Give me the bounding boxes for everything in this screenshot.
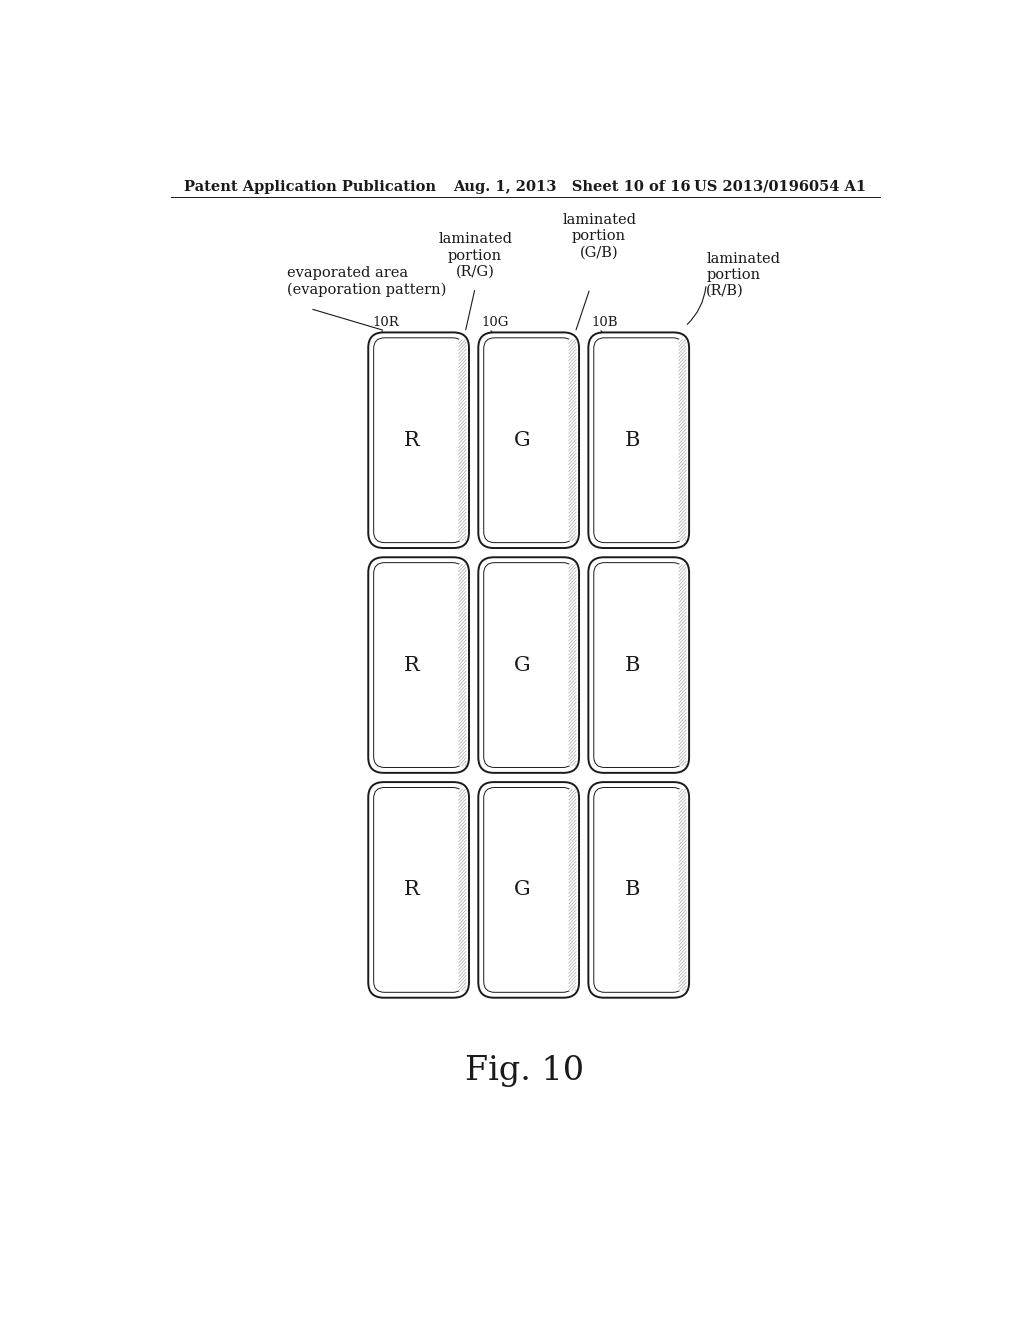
Text: B: B	[625, 880, 640, 899]
Text: G: G	[514, 430, 530, 450]
Bar	[679, 339, 686, 541]
Text: R: R	[404, 656, 420, 675]
Text: R: R	[404, 880, 420, 899]
FancyBboxPatch shape	[483, 788, 573, 993]
Text: Fig. 10: Fig. 10	[465, 1055, 585, 1086]
Bar	[679, 789, 686, 991]
FancyBboxPatch shape	[374, 562, 464, 767]
Text: evaporated area
(evaporation pattern): evaporated area (evaporation pattern)	[287, 267, 446, 297]
Bar	[459, 564, 466, 766]
Text: G: G	[514, 656, 530, 675]
FancyBboxPatch shape	[369, 333, 469, 548]
FancyBboxPatch shape	[589, 781, 689, 998]
FancyBboxPatch shape	[594, 338, 684, 543]
FancyBboxPatch shape	[478, 781, 579, 998]
Text: 10B: 10B	[592, 315, 617, 329]
Text: Patent Application Publication: Patent Application Publication	[183, 180, 436, 194]
Text: laminated
portion
(G/B): laminated portion (G/B)	[562, 213, 636, 260]
Bar	[568, 339, 577, 541]
FancyBboxPatch shape	[478, 333, 579, 548]
Bar	[459, 789, 466, 991]
FancyBboxPatch shape	[589, 557, 689, 774]
FancyBboxPatch shape	[369, 557, 469, 774]
FancyBboxPatch shape	[589, 333, 689, 548]
FancyBboxPatch shape	[483, 562, 573, 767]
FancyBboxPatch shape	[374, 788, 464, 993]
FancyBboxPatch shape	[483, 338, 573, 543]
Text: R: R	[404, 430, 420, 450]
FancyBboxPatch shape	[594, 788, 684, 993]
Bar	[568, 564, 577, 766]
Text: B: B	[625, 430, 640, 450]
FancyBboxPatch shape	[478, 557, 579, 774]
Bar	[568, 789, 577, 991]
Text: 10G: 10G	[481, 315, 509, 329]
FancyBboxPatch shape	[594, 562, 684, 767]
Bar	[459, 339, 466, 541]
Text: B: B	[625, 656, 640, 675]
Text: laminated
portion
(R/B): laminated portion (R/B)	[707, 252, 780, 298]
Bar	[679, 564, 686, 766]
Text: G: G	[514, 880, 530, 899]
FancyBboxPatch shape	[374, 338, 464, 543]
Text: 10R: 10R	[372, 315, 399, 329]
Text: US 2013/0196054 A1: US 2013/0196054 A1	[693, 180, 866, 194]
FancyBboxPatch shape	[369, 781, 469, 998]
Text: Aug. 1, 2013   Sheet 10 of 16: Aug. 1, 2013 Sheet 10 of 16	[454, 180, 691, 194]
Text: laminated
portion
(R/G): laminated portion (R/G)	[438, 232, 512, 279]
